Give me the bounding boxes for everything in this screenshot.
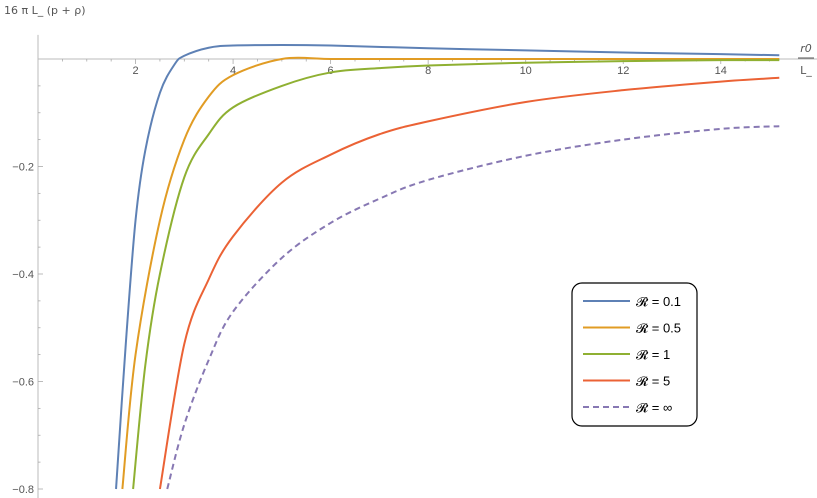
series-layer xyxy=(115,44,780,490)
x-axis-title-numerator: r0 xyxy=(800,42,812,55)
x-axis-title-denominator: L_ xyxy=(800,64,812,77)
y-tick-label: −0.4 xyxy=(12,269,34,281)
legend-box xyxy=(571,282,698,427)
x-tick-label: 2 xyxy=(132,65,138,77)
y-axis-title: 16 π L_ (p + ρ) xyxy=(4,4,86,17)
series-line-1 xyxy=(115,44,780,490)
x-tick-label: 10 xyxy=(520,65,532,77)
legend-label: 𝓡 = ∞ xyxy=(636,400,672,415)
x-tick-label: 6 xyxy=(328,65,334,77)
series-line-4 xyxy=(158,76,780,490)
x-tick-label: 4 xyxy=(230,65,236,77)
axes xyxy=(37,34,817,498)
ticks: 2 4 6 8 10 12 14 −0.2 −0.4 −0.6 −0.8 xyxy=(12,59,770,496)
x-tick-label: 8 xyxy=(425,65,431,77)
x-tick-label: 14 xyxy=(715,65,727,77)
y-tick-label: −0.6 xyxy=(12,377,34,389)
legend-label: 𝓡 = 0.5 xyxy=(636,321,681,336)
y-tick-label: −0.8 xyxy=(12,484,34,496)
legend-label: 𝓡 = 5 xyxy=(636,374,670,389)
series-line-3 xyxy=(132,59,780,490)
series-line-2 xyxy=(121,56,780,490)
legend-label: 𝓡 = 0.1 xyxy=(636,294,681,309)
y-tick-label: −0.2 xyxy=(12,162,34,174)
x-axis-title: r0 L_ xyxy=(798,42,814,77)
legend-label: 𝓡 = 1 xyxy=(636,347,670,362)
legend: 𝓡 = 0.1 𝓡 = 0.5 𝓡 = 1 𝓡 = 5 𝓡 = ∞ xyxy=(571,282,698,427)
series-line-5 xyxy=(166,125,780,490)
x-tick-label: 12 xyxy=(617,65,629,77)
